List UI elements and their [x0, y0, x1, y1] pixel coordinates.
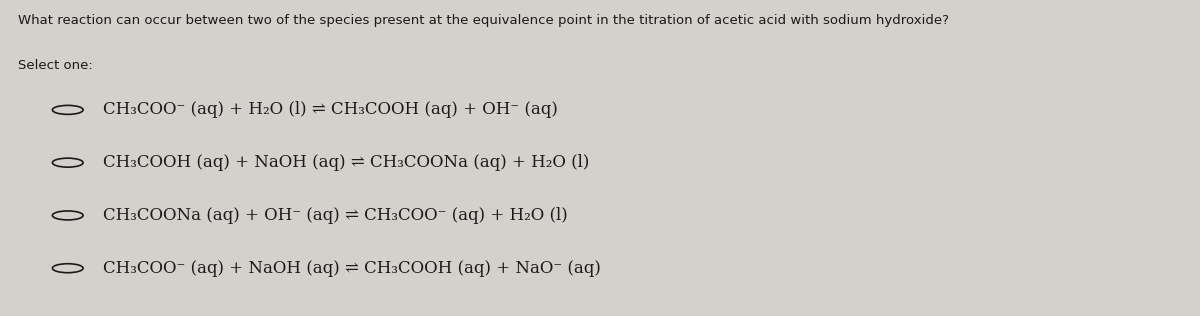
Text: CH₃COO⁻ (aq) + NaOH (aq) ⇌ CH₃COOH (aq) + NaO⁻ (aq): CH₃COO⁻ (aq) + NaOH (aq) ⇌ CH₃COOH (aq) … — [103, 260, 601, 277]
Text: Select one:: Select one: — [18, 59, 92, 72]
Text: CH₃COOH (aq) + NaOH (aq) ⇌ CH₃COONa (aq) + H₂O (l): CH₃COOH (aq) + NaOH (aq) ⇌ CH₃COONa (aq)… — [103, 154, 589, 171]
Text: CH₃COO⁻ (aq) + H₂O (l) ⇌ CH₃COOH (aq) + OH⁻ (aq): CH₃COO⁻ (aq) + H₂O (l) ⇌ CH₃COOH (aq) + … — [103, 101, 558, 118]
Text: What reaction can occur between two of the species present at the equivalence po: What reaction can occur between two of t… — [18, 14, 949, 27]
Text: CH₃COONa (aq) + OH⁻ (aq) ⇌ CH₃COO⁻ (aq) + H₂O (l): CH₃COONa (aq) + OH⁻ (aq) ⇌ CH₃COO⁻ (aq) … — [103, 207, 568, 224]
